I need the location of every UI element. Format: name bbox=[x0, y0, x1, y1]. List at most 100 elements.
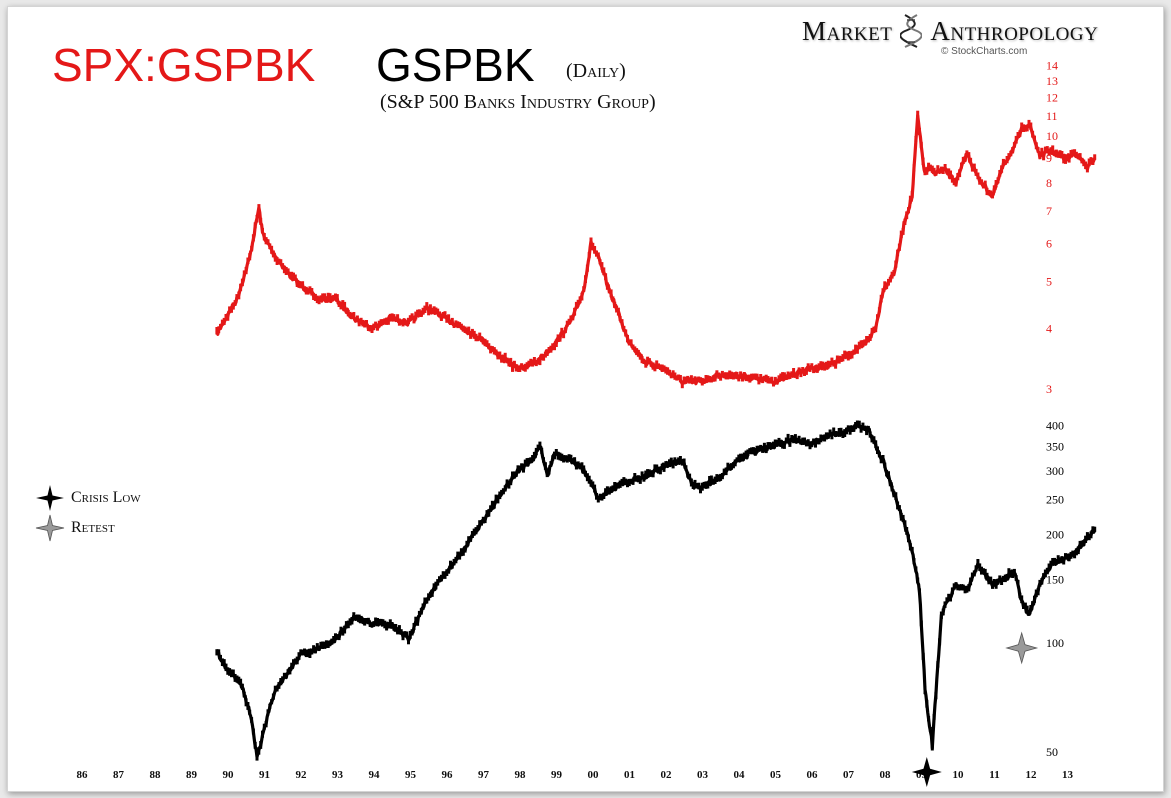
price-bar-mark bbox=[489, 505, 493, 512]
price-bar-mark bbox=[428, 591, 432, 598]
price-bar-mark bbox=[1078, 153, 1082, 161]
ratio-axis-tick: 6 bbox=[1046, 236, 1052, 250]
price-bar-mark bbox=[731, 462, 735, 469]
chart-subtitle: (S&P 500 Banks Industry Group) bbox=[380, 91, 656, 113]
price-bar-mark bbox=[969, 577, 973, 586]
price-bar-mark bbox=[651, 362, 655, 370]
price-bar-mark bbox=[947, 168, 951, 174]
price-bar-mark bbox=[215, 327, 219, 335]
price-bar-mark bbox=[976, 172, 980, 180]
price-bar-mark bbox=[494, 349, 498, 356]
price-bar-mark bbox=[1038, 153, 1042, 160]
price-bar-mark bbox=[1045, 567, 1049, 575]
markers bbox=[911, 631, 1039, 787]
price-bar-mark bbox=[512, 471, 516, 479]
price-bar-mark bbox=[235, 675, 239, 683]
price-bar-mark bbox=[950, 175, 954, 183]
price-bar-mark bbox=[303, 648, 306, 655]
price-bar-mark bbox=[695, 377, 699, 383]
x-tick-label: 98 bbox=[515, 769, 527, 781]
price-bar-mark bbox=[326, 640, 330, 648]
price-bar-mark bbox=[339, 626, 343, 633]
price-bar-mark bbox=[1005, 156, 1009, 164]
price-bar-mark bbox=[980, 566, 983, 575]
price-bar-mark bbox=[702, 378, 706, 384]
brand-logo: Market Anthropology bbox=[802, 14, 1098, 48]
price-bar-mark bbox=[730, 371, 733, 380]
price-bar-mark bbox=[270, 699, 274, 705]
price-bar-mark bbox=[699, 486, 702, 494]
price-bar-mark bbox=[1073, 551, 1077, 559]
price-bar-mark bbox=[1054, 558, 1058, 564]
price-bar-mark bbox=[852, 349, 856, 355]
price-bar-mark bbox=[806, 363, 810, 371]
price-bar-mark bbox=[520, 463, 524, 470]
price-bar-mark bbox=[653, 363, 657, 372]
price-bar-mark bbox=[1027, 610, 1031, 616]
ratio-axis-tick: 7 bbox=[1046, 204, 1052, 218]
price-bar-mark bbox=[660, 364, 664, 372]
price-bar-mark bbox=[812, 438, 816, 445]
price-bar-mark bbox=[748, 374, 752, 383]
price-bar-mark bbox=[264, 237, 268, 245]
price-bar-mark bbox=[775, 378, 779, 385]
price-bar-mark bbox=[315, 295, 319, 304]
price-bar-mark bbox=[230, 669, 233, 678]
price-bar-mark bbox=[633, 473, 637, 480]
x-tick-label: 97 bbox=[478, 769, 490, 781]
price-bar-mark bbox=[385, 622, 389, 631]
price-bar-mark bbox=[222, 659, 226, 667]
price-bar-mark bbox=[868, 431, 872, 438]
price-bar-mark bbox=[354, 614, 358, 621]
price-bar-mark bbox=[556, 334, 560, 341]
price-bar-mark bbox=[874, 440, 878, 448]
price-bar-mark bbox=[1025, 605, 1029, 612]
price-bar-mark bbox=[262, 233, 266, 241]
price-bar-mark bbox=[622, 325, 626, 332]
price-bar-mark bbox=[887, 471, 890, 479]
price-bar-mark bbox=[454, 320, 458, 327]
price-bar-mark bbox=[1007, 153, 1011, 160]
price-bar-mark bbox=[1043, 569, 1047, 578]
price-bar-mark bbox=[257, 747, 261, 755]
price-bar-mark bbox=[445, 315, 449, 323]
price-bar-mark bbox=[1009, 150, 1013, 157]
price-bar-mark bbox=[563, 455, 567, 461]
price-bar-mark bbox=[423, 597, 427, 605]
price-bar-mark bbox=[1031, 130, 1035, 138]
price-bar-mark bbox=[500, 489, 504, 496]
price-bar-mark bbox=[857, 341, 861, 350]
price-bar-mark bbox=[386, 317, 390, 325]
price-bar-mark bbox=[1009, 571, 1013, 577]
price-bar-mark bbox=[879, 294, 883, 303]
price-bar-mark bbox=[313, 293, 317, 301]
price-bar-mark bbox=[330, 638, 334, 645]
price-bar-mark bbox=[228, 668, 232, 676]
price-bar-mark bbox=[1022, 124, 1025, 132]
price-bar-mark bbox=[304, 286, 308, 295]
price-bar-mark bbox=[624, 478, 628, 486]
price-bar-mark bbox=[823, 362, 827, 371]
price-bar-mark bbox=[228, 306, 232, 314]
price-bar-mark bbox=[346, 620, 350, 629]
price-bar-mark bbox=[726, 372, 730, 380]
price-bar-mark bbox=[354, 317, 358, 323]
price-bar-mark bbox=[826, 360, 830, 369]
price-bar-mark bbox=[297, 652, 301, 660]
price-bar-mark bbox=[958, 169, 962, 178]
price-bar-mark bbox=[310, 288, 314, 296]
price-bar-mark bbox=[985, 572, 989, 581]
price-bar-mark bbox=[332, 636, 336, 643]
price-bar-mark bbox=[1082, 159, 1086, 167]
price-bar-mark bbox=[795, 371, 799, 380]
price-bar-mark bbox=[801, 437, 805, 443]
price-bar-mark bbox=[835, 431, 839, 437]
price-bar-mark bbox=[611, 296, 615, 302]
price-bar-mark bbox=[569, 454, 573, 461]
price-bar-mark bbox=[627, 340, 631, 346]
price-bar-mark bbox=[427, 593, 431, 601]
price-bar-mark bbox=[240, 278, 244, 287]
price-bar-mark bbox=[1069, 150, 1073, 156]
price-bar-mark bbox=[757, 445, 761, 452]
price-bar-mark bbox=[430, 307, 434, 315]
